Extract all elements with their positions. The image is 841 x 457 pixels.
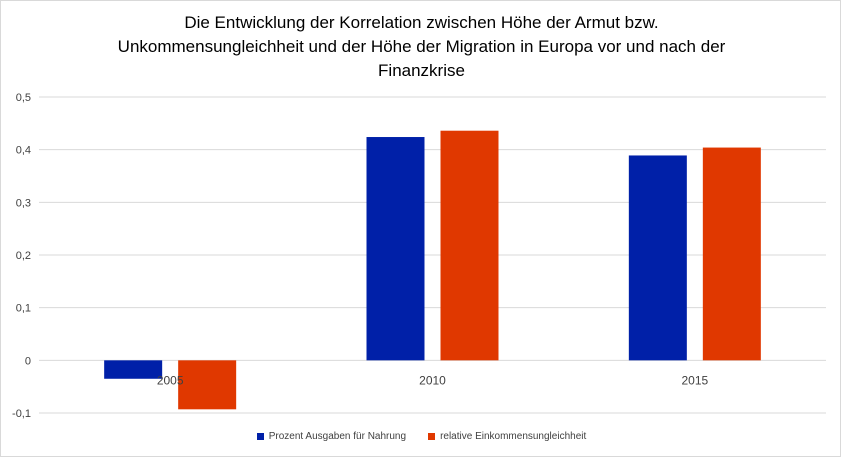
- x-tick-label: 2005: [157, 373, 184, 387]
- legend-label-nahrung: Prozent Ausgaben für Nahrung: [268, 431, 407, 442]
- bar-2010-series-1: [366, 137, 425, 361]
- y-tick-label: 0,2: [16, 250, 31, 262]
- bar-2005-series-1: [104, 360, 163, 379]
- y-tick-label: 0,4: [16, 145, 31, 157]
- bar-2015-series-1: [628, 155, 687, 361]
- legend: Prozent Ausgaben für Nahrung relative Ei…: [1, 431, 840, 442]
- y-tick-label: -0,1: [12, 408, 31, 420]
- bar-2005-series-2: [178, 360, 237, 410]
- y-tick-label: 0,5: [16, 92, 31, 104]
- legend-swatch-einkommensungleichheit: [428, 433, 436, 440]
- legend-label-einkommensungleichheit: relative Einkommensungleichheit: [440, 431, 587, 442]
- y-tick-label: 0,3: [16, 197, 31, 209]
- y-tick-label: 0: [25, 355, 31, 367]
- chart-title-line-3: Finanzkrise: [378, 61, 465, 80]
- x-tick-label: 2010: [419, 373, 446, 387]
- legend-swatch-nahrung: [256, 433, 264, 440]
- y-tick-label: 0,1: [16, 303, 31, 315]
- x-tick-label: 2015: [681, 373, 708, 387]
- chart-title: Die Entwicklung der Korrelation zwischen…: [1, 11, 840, 83]
- bar-2010-series-2: [440, 130, 499, 361]
- bar-2015-series-2: [702, 147, 761, 361]
- legend-item-nahrung: Prozent Ausgaben für Nahrung: [256, 431, 407, 442]
- chart-title-line-1: Die Entwicklung der Korrelation zwischen…: [184, 13, 659, 32]
- chart-title-line-2: Unkommensungleichheit und der Höhe der M…: [117, 37, 726, 56]
- legend-item-einkommensungleichheit: relative Einkommensungleichheit: [428, 431, 586, 442]
